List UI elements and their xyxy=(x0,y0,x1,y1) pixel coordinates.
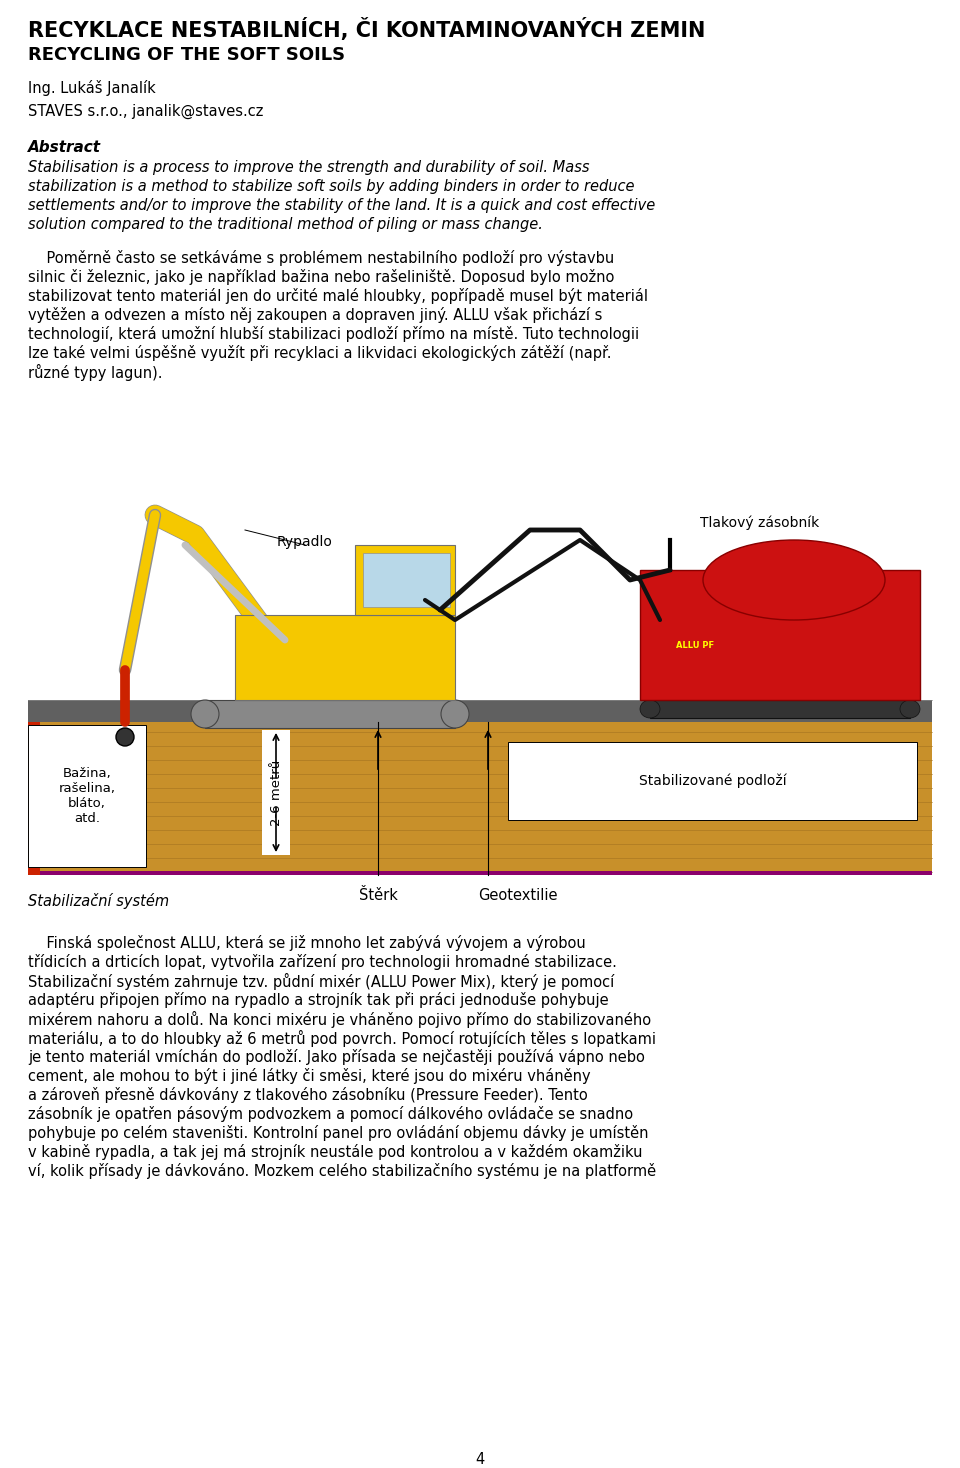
Text: technologií, která umožní hlubší stabilizaci podloží přímo na místě. Tuto techno: technologií, která umožní hlubší stabili… xyxy=(28,326,639,342)
Text: Abstract: Abstract xyxy=(28,139,101,156)
Bar xyxy=(235,615,455,700)
Bar xyxy=(28,725,146,868)
Text: třídicích a drticích lopat, vytvořila zařízení pro technologii hromadné stabiliz: třídicích a drticích lopat, vytvořila za… xyxy=(28,954,617,970)
Text: je tento materiál vmíchán do podloží. Jako přísada se nejčastěji používá vápno n: je tento materiál vmíchán do podloží. Ja… xyxy=(28,1050,645,1064)
Text: Štěrk: Štěrk xyxy=(359,888,397,903)
Text: Finská společnost ALLU, která se již mnoho let zabývá vývojem a výrobou: Finská společnost ALLU, která se již mno… xyxy=(28,935,586,951)
Text: mixérem nahoru a dolů. Na konci mixéru je vháněno pojivo přímo do stabilizovanéh: mixérem nahoru a dolů. Na konci mixéru j… xyxy=(28,1011,651,1028)
Text: Tlakový zásobník: Tlakový zásobník xyxy=(701,515,820,530)
Bar xyxy=(650,700,910,718)
Bar xyxy=(28,722,932,875)
Text: stabilizovat tento materiál jen do určité malé hloubky, popřípadě musel být mate: stabilizovat tento materiál jen do určit… xyxy=(28,288,648,304)
Bar xyxy=(355,545,455,615)
Text: různé typy lagun).: různé typy lagun). xyxy=(28,364,162,382)
Ellipse shape xyxy=(441,700,469,728)
Text: Rypadlo: Rypadlo xyxy=(277,534,333,549)
Text: cement, ale mohou to být i jiné látky či směsi, které jsou do mixéru vháněny: cement, ale mohou to být i jiné látky či… xyxy=(28,1069,590,1083)
Bar xyxy=(640,570,920,700)
Bar xyxy=(28,700,932,722)
Text: lze také velmi úspěšně využít při recyklaci a likvidaci ekologických zátěží (nap: lze také velmi úspěšně využít při recykl… xyxy=(28,345,612,361)
Text: a zároveň přesně dávkovány z tlakového zásobníku (Pressure Feeder). Tento: a zároveň přesně dávkovány z tlakového z… xyxy=(28,1086,588,1102)
Text: settlements and/or to improve the stability of the land. It is a quick and cost : settlements and/or to improve the stabil… xyxy=(28,198,656,213)
Text: v kabině rypadla, a tak jej má strojník neustále pod kontrolou a v každém okamži: v kabině rypadla, a tak jej má strojník … xyxy=(28,1144,642,1160)
Ellipse shape xyxy=(703,540,885,619)
Text: Stabilizační systém: Stabilizační systém xyxy=(28,893,169,909)
Text: ví, kolik přísady je dávkováno. Mozkem celého stabilizačního systému je na platf: ví, kolik přísady je dávkováno. Mozkem c… xyxy=(28,1163,656,1179)
Text: RECYKLACE NESTABILNÍCH, ČI KONTAMINOVANÝCH ZEMIN: RECYKLACE NESTABILNÍCH, ČI KONTAMINOVANÝ… xyxy=(28,18,706,41)
Bar xyxy=(28,484,932,700)
Text: vytěžen a odvezen a místo něj zakoupen a dopraven jiný. ALLU však přichází s: vytěžen a odvezen a místo něj zakoupen a… xyxy=(28,307,602,323)
Ellipse shape xyxy=(116,728,134,746)
Ellipse shape xyxy=(640,700,660,718)
Text: Stabilizační systém zahrnuje tzv. půdní mixér (ALLU Power Mix), který je pomocí: Stabilizační systém zahrnuje tzv. půdní … xyxy=(28,973,614,989)
Bar xyxy=(262,730,290,854)
Text: stabilization is a method to stabilize soft soils by adding binders in order to : stabilization is a method to stabilize s… xyxy=(28,179,635,194)
Bar xyxy=(508,741,917,821)
Text: 2-6 metrů: 2-6 metrů xyxy=(270,759,282,825)
Ellipse shape xyxy=(900,700,920,718)
Text: 4: 4 xyxy=(475,1452,485,1467)
Text: RECYCLING OF THE SOFT SOILS: RECYCLING OF THE SOFT SOILS xyxy=(28,46,346,65)
Text: adaptéru připojen přímo na rypadlo a strojník tak při práci jednoduše pohybuje: adaptéru připojen přímo na rypadlo a str… xyxy=(28,992,609,1009)
Bar xyxy=(363,553,450,606)
Text: materiálu, a to do hloubky až 6 metrů pod povrch. Pomocí rotujících těles s lopa: materiálu, a to do hloubky až 6 metrů po… xyxy=(28,1031,656,1047)
Text: STAVES s.r.o., janalik@staves.cz: STAVES s.r.o., janalik@staves.cz xyxy=(28,104,263,119)
Text: Ing. Lukáš Janalík: Ing. Lukáš Janalík xyxy=(28,79,156,95)
Bar xyxy=(205,700,455,728)
Text: solution compared to the traditional method of piling or mass change.: solution compared to the traditional met… xyxy=(28,217,542,232)
Text: Bažina,
rašelina,
bláto,
atd.: Bažina, rašelina, bláto, atd. xyxy=(59,766,115,825)
Text: pohybuje po celém staveništi. Kontrolní panel pro ovládání objemu dávky je umíst: pohybuje po celém staveništi. Kontrolní … xyxy=(28,1124,649,1141)
Bar xyxy=(28,722,40,875)
Text: zásobník je opatřen pásovým podvozkem a pomocí dálkového ovládače se snadno: zásobník je opatřen pásovým podvozkem a … xyxy=(28,1105,634,1122)
Text: silnic či železnic, jako je například bažina nebo rašeliniště. Doposud bylo možn: silnic či železnic, jako je například ba… xyxy=(28,269,614,285)
Text: Stabilisation is a process to improve the strength and durability of soil. Mass: Stabilisation is a process to improve th… xyxy=(28,160,589,175)
Ellipse shape xyxy=(191,700,219,728)
Text: Poměrně často se setkáváme s problémem nestabilního podloží pro výstavbu: Poměrně často se setkáváme s problémem n… xyxy=(28,250,614,266)
Text: Geotextilie: Geotextilie xyxy=(478,888,558,903)
Text: Stabilizované podloží: Stabilizované podloží xyxy=(638,774,786,788)
Bar xyxy=(28,871,932,875)
Text: ALLU PF: ALLU PF xyxy=(676,640,714,649)
